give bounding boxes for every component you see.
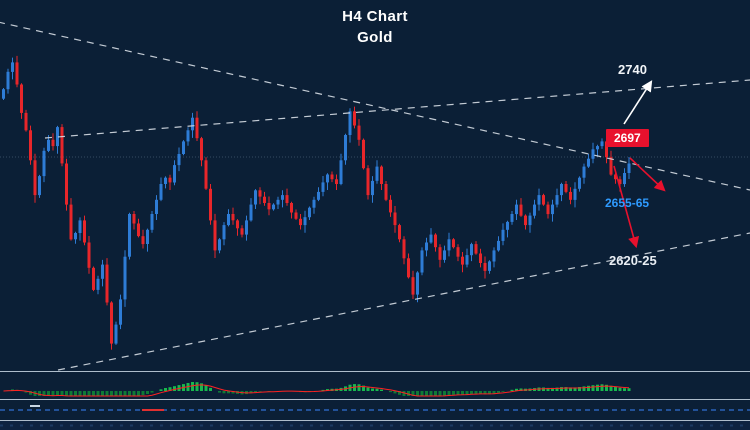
ascending-upper[interactable] [44,79,750,139]
macd-indicator-pane[interactable] [3,382,631,397]
trendline-drawings[interactable] [0,21,750,371]
ascending-support[interactable] [57,232,750,371]
lower-indicator-pane[interactable] [0,405,750,411]
down-zone-arrow[interactable] [629,157,666,192]
up-target-arrow[interactable] [623,80,653,125]
target-price-label[interactable]: 2740 [618,62,647,77]
panel-separators [0,371,750,421]
candlestick-series [2,55,631,350]
bottom-strip [0,421,750,430]
descending-resistance[interactable] [0,21,750,191]
current-price-badge[interactable]: 2697 [606,129,649,147]
deeper-zone-label[interactable]: 2620-25 [609,253,657,268]
support-zone-label[interactable]: 2655-65 [605,196,650,210]
annotation-arrows[interactable] [613,80,666,249]
down-deep-arrow[interactable] [613,165,640,249]
